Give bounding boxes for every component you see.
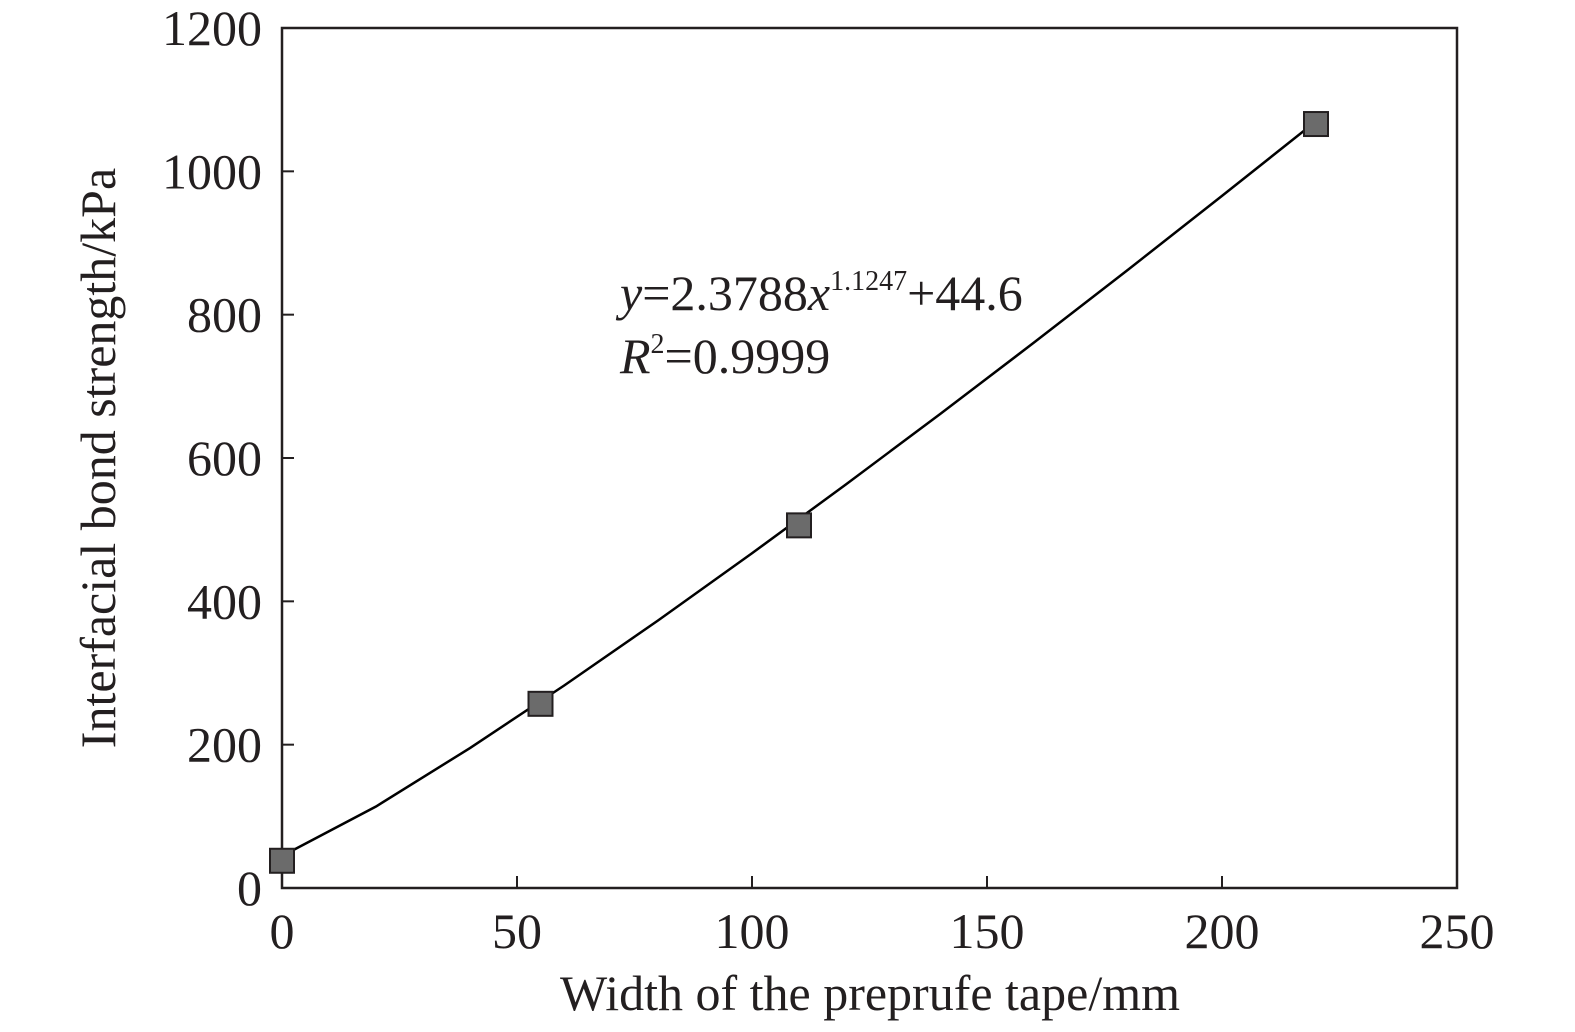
x-tick-label: 100 — [715, 903, 790, 959]
x-tick-label: 50 — [492, 903, 542, 959]
plot-frame — [280, 26, 1459, 890]
y-tick-label: 200 — [187, 717, 262, 773]
x-tick-label: 0 — [270, 903, 295, 959]
x-tick-label: 250 — [1420, 903, 1495, 959]
y-tick-label: 400 — [187, 573, 262, 629]
y-tick-label: 600 — [187, 430, 262, 486]
y-tick-label: 1000 — [162, 143, 262, 199]
y-tick-label: 800 — [187, 287, 262, 343]
x-axis-label: Width of the preprufe tape/mm — [560, 965, 1180, 1021]
x-tick-label: 200 — [1185, 903, 1260, 959]
y-tick-label: 1200 — [162, 0, 262, 56]
data-point — [786, 512, 812, 539]
fit-equation: y=2.3788x1.1247+44.6 — [615, 265, 1023, 321]
data-point — [269, 847, 295, 874]
fit-r-squared: R2=0.9999 — [619, 328, 830, 384]
data-point — [1303, 111, 1329, 138]
x-tick-label: 150 — [950, 903, 1025, 959]
y-tick-label: 0 — [237, 860, 262, 916]
data-point — [527, 690, 554, 717]
y-axis-label: Interfacial bond strength/kPa — [70, 168, 126, 748]
fit-curve — [281, 120, 1317, 858]
